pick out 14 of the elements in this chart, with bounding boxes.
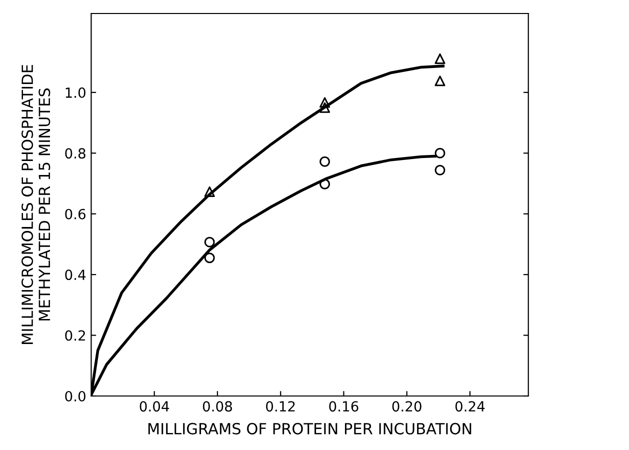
y-tick-label: 0.2 bbox=[65, 330, 85, 341]
y-tick-label: 0.4 bbox=[65, 270, 86, 280]
x-tick-label: 0.20 bbox=[392, 401, 422, 412]
y-tick-label: 0.0 bbox=[65, 390, 86, 402]
y-tick-label: 0.6 bbox=[65, 208, 86, 220]
x-axis-title: MILLIGRAMS OF PROTEIN PER INCUBATION bbox=[148, 422, 472, 434]
x-tick-label: 0.08 bbox=[202, 401, 232, 412]
x-tick-label: 0.12 bbox=[266, 401, 295, 412]
y-tick-label: 1.0 bbox=[66, 87, 86, 98]
x-tick-label: 0.16 bbox=[329, 401, 358, 412]
y-tick-label: 0.8 bbox=[65, 148, 86, 159]
y-axis-title: MILLIMICROMOLES OF PHOSPHATIDE METHYLATED PER 15 MINUTES bbox=[22, 65, 50, 344]
x-tick-label: 0.24 bbox=[455, 401, 485, 412]
x-tick-label: 0.04 bbox=[140, 401, 170, 412]
